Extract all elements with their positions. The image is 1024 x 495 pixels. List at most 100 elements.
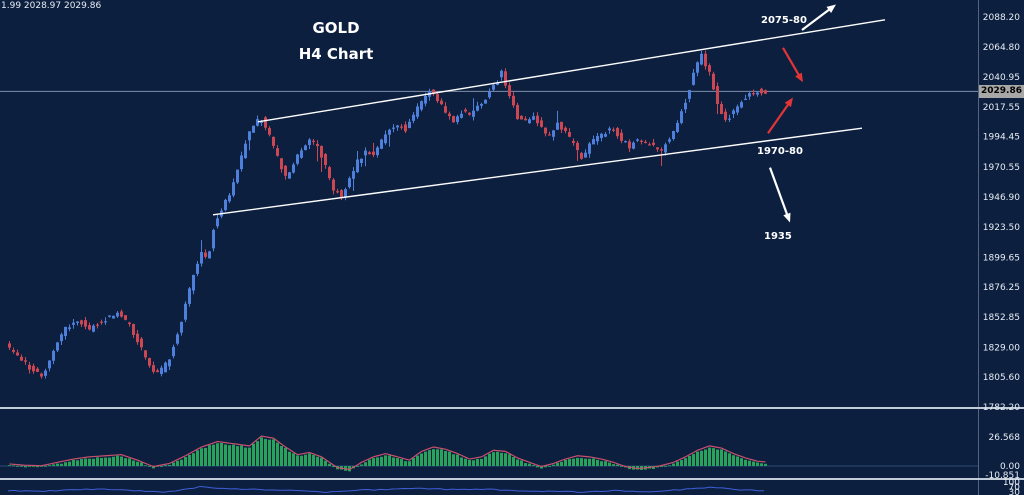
candle-body bbox=[612, 129, 615, 131]
oscillator-bar bbox=[696, 451, 699, 466]
oscillator-bar bbox=[424, 451, 427, 466]
oscillator-bar bbox=[108, 457, 111, 466]
candle-body bbox=[108, 315, 111, 317]
oscillator-bar bbox=[416, 455, 419, 466]
candle-body bbox=[620, 132, 623, 141]
oscillator-bar bbox=[92, 458, 95, 466]
oscillator-line bbox=[7, 485, 765, 494]
candle-body bbox=[484, 99, 487, 104]
price-tick-label: 2064.80 bbox=[983, 43, 1020, 53]
trendline-lower bbox=[212, 127, 863, 216]
chart-title-symbol: GOLD bbox=[312, 19, 360, 37]
candle-body bbox=[92, 325, 95, 332]
oscillator-bar bbox=[672, 463, 675, 466]
oscillator-bar bbox=[748, 460, 751, 466]
candle-body bbox=[228, 195, 231, 202]
candle-body bbox=[716, 86, 719, 104]
candle-body bbox=[700, 53, 703, 65]
oscillator-bar bbox=[88, 458, 91, 466]
oscillator-bar bbox=[228, 445, 231, 466]
candle-body bbox=[596, 135, 599, 142]
candle-body bbox=[84, 320, 87, 327]
candle-body bbox=[236, 169, 239, 183]
candle-body bbox=[88, 325, 91, 330]
candle-body bbox=[300, 150, 303, 158]
candle-body bbox=[316, 143, 319, 147]
oscillator-bar bbox=[128, 458, 131, 466]
candle-body bbox=[264, 117, 267, 128]
oscillator-bar bbox=[712, 448, 715, 466]
oscillator-bar bbox=[116, 455, 119, 466]
oscillator-bar bbox=[456, 454, 459, 466]
oscillator-bar bbox=[44, 466, 47, 467]
candle-body bbox=[148, 357, 151, 366]
candle-body bbox=[344, 189, 347, 197]
oscillator-bar bbox=[764, 463, 767, 466]
indicator1-scale-label: -10.851 bbox=[985, 471, 1020, 481]
candle-body bbox=[552, 130, 555, 137]
oscillator-bar bbox=[60, 463, 63, 466]
oscillator-bar bbox=[412, 458, 415, 466]
candle-body bbox=[36, 368, 39, 372]
oscillator-bar bbox=[444, 450, 447, 466]
candle-body bbox=[504, 71, 507, 86]
candle-body bbox=[396, 125, 399, 128]
oscillator-bar bbox=[324, 460, 327, 466]
oscillator-bar bbox=[560, 461, 563, 466]
candle-body bbox=[364, 150, 367, 156]
candle-body bbox=[628, 141, 631, 149]
candle-body bbox=[740, 102, 743, 108]
oscillator-bar bbox=[732, 455, 735, 466]
oscillator-bar bbox=[380, 456, 383, 466]
oscillator-bar bbox=[604, 461, 607, 466]
candle-body bbox=[244, 143, 247, 159]
oscillator-bar bbox=[592, 458, 595, 466]
candle-body bbox=[168, 359, 171, 367]
candle-body bbox=[176, 334, 179, 344]
oscillator-bar bbox=[740, 458, 743, 466]
candle-body bbox=[12, 350, 15, 352]
indicator2-scale-label: 100 bbox=[1003, 478, 1020, 488]
candle-body bbox=[304, 145, 307, 151]
candle-body bbox=[356, 159, 359, 173]
candle-body bbox=[536, 115, 539, 124]
candle-body bbox=[580, 152, 583, 159]
oscillator-bar bbox=[136, 461, 139, 466]
candle-body bbox=[196, 263, 199, 274]
oscillator-bar bbox=[376, 457, 379, 466]
oscillator-bar bbox=[196, 450, 199, 466]
candle-body bbox=[576, 142, 579, 151]
candle-body bbox=[296, 154, 299, 164]
oscillator-bar bbox=[12, 465, 15, 467]
oscillator-bar bbox=[652, 466, 655, 470]
candle-body bbox=[128, 322, 131, 324]
candle-body bbox=[240, 155, 243, 170]
oscillator-bar bbox=[348, 466, 351, 472]
oscillator-bar bbox=[112, 456, 115, 466]
oscillator-bar bbox=[504, 453, 507, 466]
candle-body bbox=[684, 102, 687, 110]
candle-body bbox=[724, 111, 727, 120]
oscillator-bar bbox=[184, 457, 187, 466]
candle-body bbox=[320, 146, 323, 158]
candle-body bbox=[496, 82, 499, 85]
candle-body bbox=[260, 121, 263, 123]
oscillator-bar bbox=[636, 466, 639, 470]
candle-body bbox=[16, 352, 19, 356]
candle-body bbox=[448, 113, 451, 117]
oscillator-bar bbox=[584, 458, 587, 466]
oscillator-bar bbox=[368, 459, 371, 466]
oscillator-bar bbox=[68, 461, 71, 466]
oscillator-bar bbox=[524, 463, 527, 466]
candle-body bbox=[408, 121, 411, 129]
oscillator-bar bbox=[248, 447, 251, 466]
pane-separator-2 bbox=[0, 478, 1024, 480]
candle-body bbox=[720, 104, 723, 114]
candle-body bbox=[292, 164, 295, 173]
oscillator-bar bbox=[508, 454, 511, 466]
oscillator-bar bbox=[408, 461, 411, 466]
oscillator-bar bbox=[356, 466, 359, 467]
oscillator-bar bbox=[236, 446, 239, 466]
oscillator-bar bbox=[668, 465, 671, 467]
